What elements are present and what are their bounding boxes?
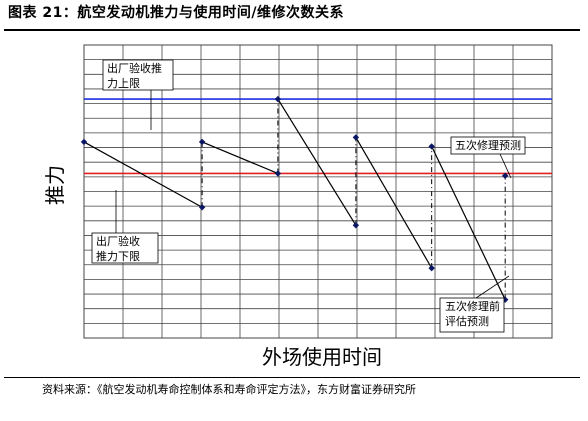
lower-limit-box [91, 232, 159, 264]
thrust-segment [431, 146, 506, 300]
fifth-repair-pre-eval-text: 评估预测 [445, 315, 489, 328]
x-axis-label: 外场使用时间 [262, 345, 382, 369]
threshold-lines [84, 98, 552, 175]
fifth-repair-predict-callout: 五次修理预测 [450, 136, 526, 155]
thrust-segment [277, 98, 357, 226]
data-point [80, 138, 88, 146]
thrust-segments [83, 98, 506, 300]
fifth-repair-predict-text: 五次修理预测 [455, 138, 521, 152]
data-point [274, 170, 282, 177]
fifth-repair-pre-eval-box [439, 297, 505, 333]
thrust-segment [201, 141, 279, 175]
data-point [352, 222, 360, 229]
lower-limit-text: 推力下限 [96, 249, 140, 263]
lower-limit-text: 出厂验收 [96, 234, 140, 248]
data-point [352, 134, 360, 141]
data-point [198, 204, 206, 211]
repair-jumps [201, 99, 506, 300]
fifth-repair-predict-box [450, 136, 526, 155]
source-note: 资料来源：《航空发动机寿命控制体系和寿命评定方法》，东方财富证券研究所 [42, 383, 416, 396]
title-rule [4, 29, 580, 31]
upper-limit-text: 力上限 [107, 77, 140, 90]
data-point [198, 138, 206, 146]
data-point [502, 172, 509, 179]
upper-limit-text: 出厂验收推 [107, 61, 162, 75]
chart-grid [83, 44, 553, 339]
thrust-segment [83, 141, 203, 208]
thrust-segment [355, 137, 433, 269]
upper-limit-box [102, 59, 174, 91]
data-markers [80, 95, 509, 303]
figure-title: 图表 21：航空发动机推力与使用时间/维修次数关系 [8, 5, 344, 21]
source-rule [4, 377, 580, 378]
fifth-repair-predict-leader-line [499, 153, 512, 179]
y-axis-label: 推力 [43, 165, 67, 205]
data-point [428, 264, 435, 272]
data-point [428, 143, 435, 150]
fifth-repair-pre-eval-text: 五次修理前 [445, 299, 500, 313]
data-point [274, 95, 282, 103]
fifth-repair-pre-eval-leader-line [475, 275, 510, 299]
